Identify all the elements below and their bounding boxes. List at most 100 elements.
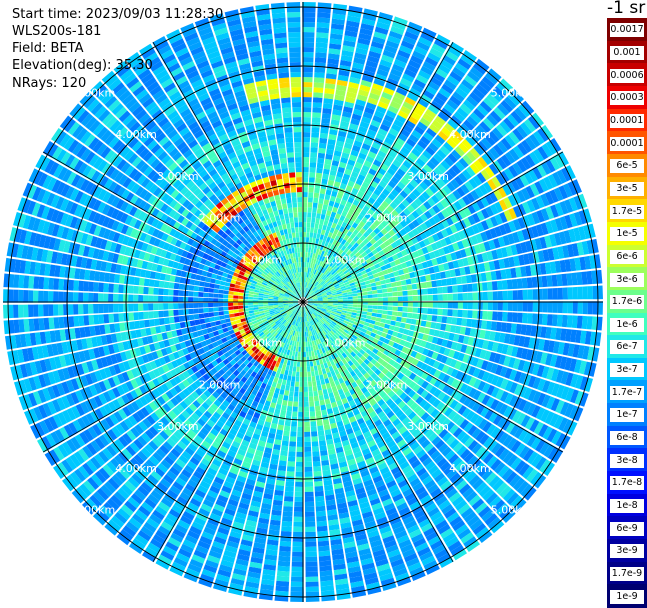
range-gate-cell (221, 323, 227, 328)
range-gate-cell (313, 391, 318, 397)
range-gate-cell (398, 307, 403, 312)
range-gate-cell (302, 42, 314, 47)
range-gate-cell (456, 318, 462, 326)
range-gate-cell (292, 547, 303, 552)
range-gate-cell (315, 52, 327, 58)
range-gate-cell (309, 172, 315, 177)
range-gate-cell (431, 281, 437, 288)
range-gate-cell (422, 289, 428, 295)
range-gate-cell (302, 2, 316, 7)
range-gate-cell (277, 470, 285, 476)
range-gate-cell (296, 452, 303, 457)
range-gate-cell (304, 407, 309, 412)
range-gate-cell (473, 292, 478, 300)
range-gate-cell (372, 290, 377, 294)
range-gate-cell (306, 237, 309, 242)
range-gate-cell (398, 297, 403, 302)
range-gate-cell (408, 296, 413, 301)
range-gate-cell (305, 257, 307, 262)
range-gate-cell (279, 374, 284, 380)
range-gate-cell (304, 272, 306, 277)
range-gate-cell (305, 482, 314, 487)
range-gate-cell (279, 551, 291, 557)
range-gate-cell (568, 287, 573, 299)
range-gate-cell (348, 299, 353, 301)
range-gate-cell (518, 301, 523, 311)
range-gate-cell (446, 278, 452, 285)
range-gate-cell (317, 425, 323, 431)
range-gate-cell (568, 301, 573, 313)
range-gate-cell (372, 309, 377, 313)
range-gate-cell (311, 142, 319, 148)
range-gate-cell (292, 412, 297, 417)
range-gate-cell (315, 370, 319, 376)
range-gate-cell (552, 314, 558, 326)
range-gate-cell (285, 491, 294, 497)
range-gate-cell (290, 361, 294, 366)
range-gate-cell (377, 310, 382, 314)
range-gate-cell (517, 313, 523, 323)
range-gate-cell (306, 572, 319, 577)
range-gate-cell (296, 457, 303, 462)
range-gate-cell (385, 279, 391, 284)
range-gate-cell (453, 294, 458, 301)
range-gate-cell (453, 302, 458, 309)
range-gate-cell (322, 384, 327, 390)
range-gate-cell (562, 274, 568, 286)
range-gate-cell (578, 287, 583, 300)
range-gate-cell (457, 310, 463, 318)
range-gate-cell (302, 72, 312, 77)
range-gate-cell (321, 214, 326, 220)
range-gate-cell (317, 531, 328, 537)
range-gate-cell (487, 282, 493, 291)
range-gate-cell (295, 487, 304, 492)
range-gate-cell (527, 277, 533, 288)
range-gate-cell (305, 252, 308, 257)
range-gate-cell (280, 541, 291, 547)
range-gate-cell (347, 294, 352, 297)
range-gate-cell (396, 281, 402, 286)
range-gate-cell (313, 102, 322, 108)
range-gate-cell (304, 432, 310, 437)
range-gate-cell (383, 297, 388, 301)
range-gate-cell (543, 301, 548, 312)
range-gate-cell (442, 316, 448, 323)
range-gate-cell (321, 460, 329, 466)
range-gate-cell (462, 310, 468, 318)
range-gate-cell (312, 112, 321, 118)
range-gate-cell (276, 581, 289, 587)
range-gate-cell (284, 390, 289, 396)
range-gate-cell (513, 301, 518, 311)
range-gate-cell (407, 285, 413, 291)
range-gate-cell (313, 97, 323, 103)
range-gate-cell (316, 37, 328, 43)
range-gate-cell (305, 467, 313, 472)
range-gate-cell (367, 287, 373, 291)
range-gate-cell (402, 312, 408, 317)
range-gate-cell (488, 292, 493, 301)
range-gate-cell (542, 276, 548, 287)
range-gate-cell (285, 486, 294, 492)
range-gate-cell (304, 452, 311, 457)
range-gate-cell (428, 302, 433, 308)
range-gate-cell (353, 299, 358, 302)
range-gate-cell (283, 375, 288, 381)
range-gate-cell (368, 298, 373, 301)
range-gate-cell (295, 377, 299, 382)
range-gate-cell (319, 561, 331, 567)
range-gate-cell (318, 390, 323, 396)
range-gate-cell (408, 307, 413, 312)
range-gate-cell (312, 381, 316, 386)
range-gate-cell (306, 232, 309, 237)
range-gate-cell (423, 302, 428, 308)
range-gate-cell (314, 67, 325, 73)
range-gate-cell (588, 286, 593, 299)
range-gate-cell (392, 287, 398, 292)
range-gate-cell (298, 352, 301, 357)
range-gate-cell (436, 280, 442, 287)
range-gate-cell (283, 395, 288, 401)
range-gate-cell (343, 297, 348, 299)
range-gate-cell (310, 421, 316, 427)
range-gate-cell (373, 298, 378, 301)
